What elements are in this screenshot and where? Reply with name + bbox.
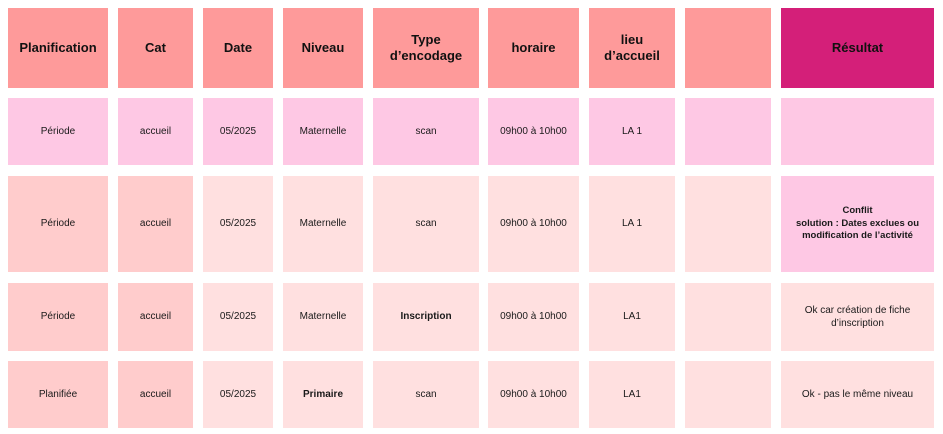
row1-lieu: LA 1	[589, 98, 675, 165]
header-blank	[685, 8, 771, 88]
row2-lieu: LA 1	[589, 176, 675, 272]
row4-resultat: Ok - pas le même niveau	[781, 361, 934, 428]
row4-horaire: 09h00 à 10h00	[488, 361, 579, 428]
row3-lieu: LA1	[589, 283, 675, 351]
row4-planification: Planifiée	[8, 361, 108, 428]
row2-cat: accueil	[118, 176, 193, 272]
row3-horaire: 09h00 à 10h00	[488, 283, 579, 351]
header-horaire: horaire	[488, 8, 579, 88]
row1-niveau: Maternelle	[283, 98, 363, 165]
row2-resultat: Conflit solution : Dates exclues ou modifi…	[781, 176, 934, 272]
row4-type: scan	[373, 361, 479, 428]
row4-cat: accueil	[118, 361, 193, 428]
row2-horaire: 09h00 à 10h00	[488, 176, 579, 272]
row1-resultat	[781, 98, 934, 165]
row2-niveau: Maternelle	[283, 176, 363, 272]
header-planification: Planification	[8, 8, 108, 88]
row1-horaire: 09h00 à 10h00	[488, 98, 579, 165]
row3-cat: accueil	[118, 283, 193, 351]
row3-niveau: Maternelle	[283, 283, 363, 351]
row3-blank	[685, 283, 771, 351]
header-type-encodage: Type d’encodage	[373, 8, 479, 88]
row1-planification: Période	[8, 98, 108, 165]
header-date: Date	[203, 8, 273, 88]
row3-planification: Période	[8, 283, 108, 351]
row3-resultat: Ok car création de fiche d’inscription	[781, 283, 934, 351]
header-niveau: Niveau	[283, 8, 363, 88]
header-resultat: Résultat	[781, 8, 934, 88]
row1-date: 05/2025	[203, 98, 273, 165]
header-lieu-accueil: lieu d’accueil	[589, 8, 675, 88]
row3-date: 05/2025	[203, 283, 273, 351]
row4-niveau: Primaire	[283, 361, 363, 428]
row1-blank	[685, 98, 771, 165]
row2-planification: Période	[8, 176, 108, 272]
row2-blank	[685, 176, 771, 272]
row2-type: scan	[373, 176, 479, 272]
row3-type: Inscription	[373, 283, 479, 351]
header-cat: Cat	[118, 8, 193, 88]
row4-date: 05/2025	[203, 361, 273, 428]
row2-date: 05/2025	[203, 176, 273, 272]
row4-blank	[685, 361, 771, 428]
row1-type: scan	[373, 98, 479, 165]
row4-lieu: LA1	[589, 361, 675, 428]
row1-cat: accueil	[118, 98, 193, 165]
